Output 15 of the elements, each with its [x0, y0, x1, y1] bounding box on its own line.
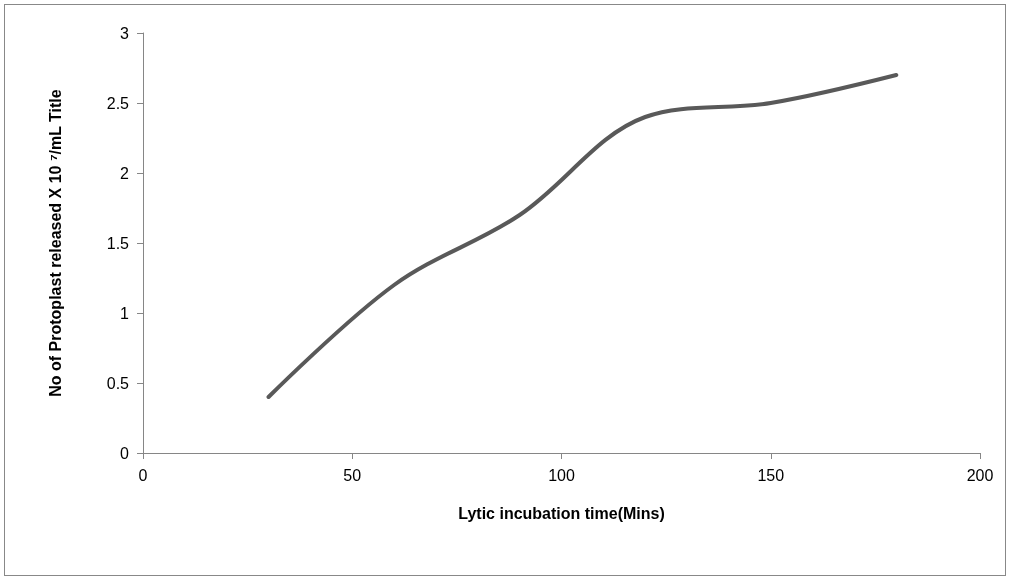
y-tick-label: 1.5: [106, 234, 130, 252]
x-tick-label: 0: [138, 466, 148, 484]
x-tick-label: 200: [966, 466, 994, 484]
y-tick-label: 1: [120, 304, 130, 322]
y-tick-label: 3: [120, 24, 130, 42]
x-tick-label: 100: [548, 466, 575, 484]
y-tick-label: 0.5: [106, 374, 130, 392]
x-tick-label: 150: [757, 466, 785, 484]
y-tick-label: 0: [120, 444, 130, 462]
y-tick-label: 2: [120, 164, 130, 182]
y-tick-label: 2.5: [106, 94, 130, 112]
x-axis-title: Lytic incubation time(Mins): [458, 504, 665, 522]
y-axis-title: No of Protoplast released X 10 ⁷/mL Title: [46, 89, 64, 397]
x-tick-label: 50: [343, 466, 362, 484]
line-series: [266, 73, 899, 399]
